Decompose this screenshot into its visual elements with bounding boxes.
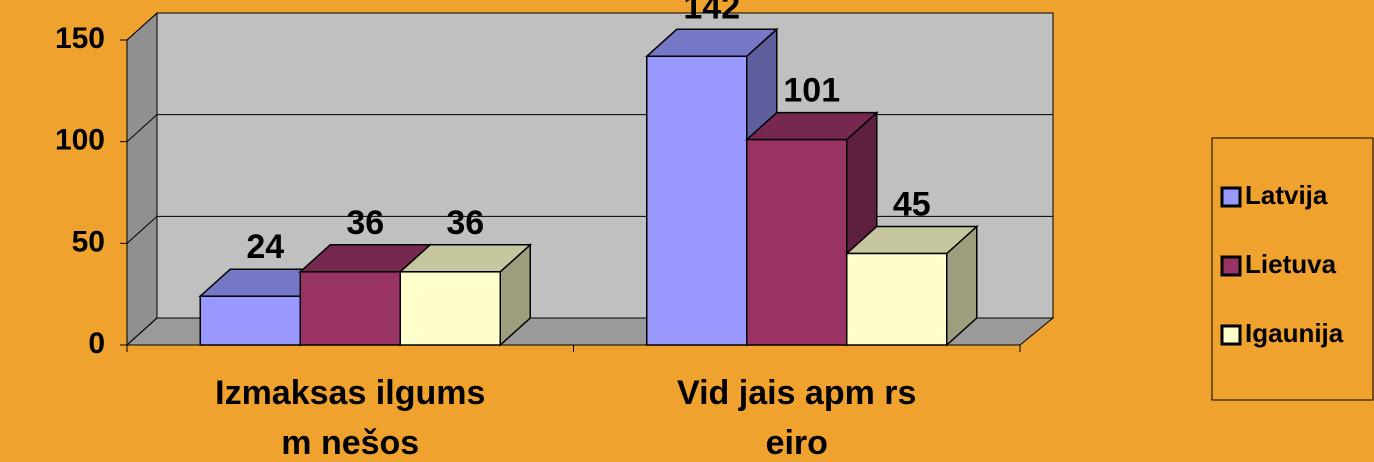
grid-line (126, 317, 158, 346)
bar (746, 138, 848, 346)
y-tick-label: 0 (88, 327, 105, 360)
legend-label: Latvija (1245, 180, 1328, 210)
grid-line (126, 12, 158, 41)
x-tick-label: eiro (766, 424, 828, 462)
x-tick-label: Vid jais apm rs (677, 374, 916, 412)
bar (199, 295, 301, 346)
x-tick-label: m nešos (281, 424, 419, 462)
bar (399, 271, 501, 346)
legend-swatch (1220, 255, 1242, 277)
data-label: 24 (246, 228, 284, 266)
x-tick-label: Izmaksas ilgums (215, 374, 485, 412)
grid-line (126, 215, 158, 244)
y-tick-label: 50 (72, 225, 105, 258)
bar (299, 271, 401, 346)
legend-swatch (1220, 324, 1242, 346)
data-label: 101 (783, 72, 840, 110)
legend-label: Igaunija (1245, 318, 1344, 348)
data-label: 142 (683, 0, 740, 26)
data-label: 36 (346, 204, 384, 242)
y-tick-label: 100 (55, 124, 105, 157)
side-wall (126, 11, 158, 347)
legend-label: Lietuva (1245, 249, 1337, 279)
legend-swatch (1220, 186, 1242, 208)
y-tick-label: 150 (55, 22, 105, 55)
bar (646, 55, 748, 346)
grid-line (126, 114, 158, 143)
data-label: 45 (893, 185, 931, 223)
data-label: 36 (446, 204, 484, 242)
bar (846, 252, 948, 346)
